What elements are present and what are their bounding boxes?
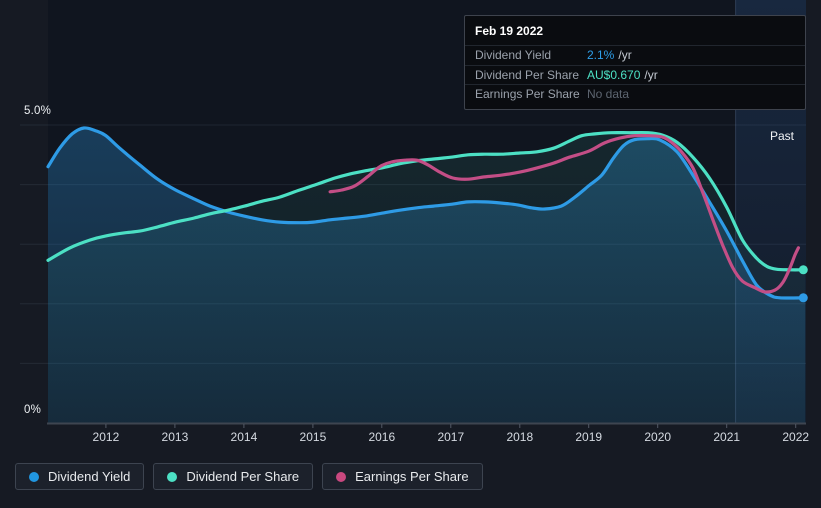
legend-item-dividend-per-share[interactable]: Dividend Per Share <box>153 463 314 490</box>
area-dividend-per-share <box>48 132 806 424</box>
line-earnings-per-share <box>328 133 800 294</box>
x-tick-label: 2013 <box>162 430 189 444</box>
chart-legend: Dividend Yield Dividend Per Share Earnin… <box>15 463 483 490</box>
tooltip-row-dividend-per-share: Dividend Per Share AU$0.670 /yr <box>465 64 805 85</box>
x-tick-label: 2021 <box>713 430 740 444</box>
past-band-label: Past <box>770 129 795 143</box>
tooltip-label: Earnings Per Share <box>475 87 580 101</box>
x-tick-label: 2012 <box>93 430 120 444</box>
legend-label: Earnings Per Share <box>355 469 469 484</box>
earnings-per-share-dot-icon <box>336 471 347 482</box>
tooltip-row-earnings-per-share: Earnings Per Share No data <box>465 84 805 104</box>
tooltip-date: Feb 19 2022 <box>475 24 544 38</box>
x-tick-label: 2019 <box>575 430 602 444</box>
line-dividend-per-share <box>46 130 807 272</box>
x-tick-label: 2016 <box>368 430 395 444</box>
y-axis-label-bottom: 0% <box>24 404 42 416</box>
tooltip-value: AU$0.670 <box>587 67 641 82</box>
x-tick-label: 2018 <box>506 430 533 444</box>
x-tick-label: 2014 <box>231 430 258 444</box>
x-tick-label: 2015 <box>300 430 327 444</box>
legend-label: Dividend Per Share <box>186 469 300 484</box>
end-dot-dividend-yield <box>798 293 808 303</box>
tooltip-value-suffix: /yr <box>644 67 658 82</box>
tooltip-value: 2.1% <box>587 48 615 62</box>
end-dot-dividend-per-share <box>798 265 808 275</box>
x-tick-label: 2022 <box>782 430 809 444</box>
y-axis-label-top: 5.0% <box>24 105 52 117</box>
legend-item-dividend-yield[interactable]: Dividend Yield <box>15 463 145 490</box>
chart-tooltip: Feb 19 2022 Dividend Yield 2.1% /yr Divi… <box>464 15 806 110</box>
legend-label: Dividend Yield <box>48 469 131 484</box>
tooltip-row-dividend-yield: Dividend Yield 2.1% /yr <box>465 45 805 65</box>
legend-item-earnings-per-share[interactable]: Earnings Per Share <box>322 463 483 490</box>
x-tick-label: 2020 <box>644 430 671 444</box>
tooltip-label: Dividend Yield <box>475 48 552 62</box>
tooltip-label: Dividend Per Share <box>475 67 580 82</box>
x-tick-label: 2017 <box>437 430 464 444</box>
line-dividend-yield <box>46 126 807 300</box>
dividend-yield-dot-icon <box>29 471 39 482</box>
tooltip-value-suffix: /yr <box>618 48 632 62</box>
tooltip-value: No data <box>587 87 630 101</box>
dividend-per-share-dot-icon <box>167 471 178 482</box>
